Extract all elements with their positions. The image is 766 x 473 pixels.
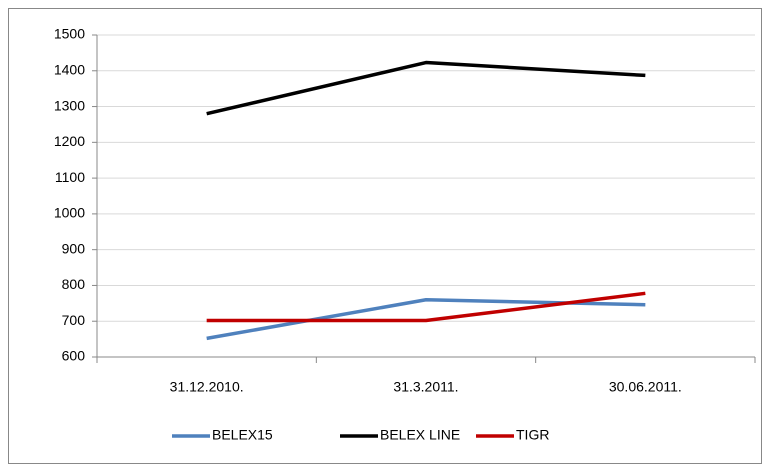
x-tick-label: 30.06.2011.: [609, 379, 682, 395]
series-line: [206, 291, 646, 323]
series-line: [206, 60, 646, 116]
chart-frame: [8, 8, 762, 464]
y-tick-label: 1400: [54, 61, 85, 77]
legend-label: TIGR: [516, 427, 549, 443]
y-tick-label: 1000: [54, 205, 85, 221]
y-tick-label: 900: [62, 240, 86, 256]
y-tick-label: 600: [62, 348, 86, 364]
x-tick-label: 31.12.2010.: [170, 379, 244, 395]
y-tick-label: 1500: [54, 26, 85, 42]
y-tick-label: 800: [62, 276, 86, 292]
y-tick-label: 1300: [54, 97, 85, 113]
y-tick-label: 1100: [55, 169, 85, 185]
legend-label: BELEX15: [212, 427, 273, 443]
y-tick-label: 1200: [54, 133, 85, 149]
y-tick-label: 700: [62, 312, 86, 328]
legend-label: BELEX LINE: [380, 427, 460, 443]
x-tick-label: 31.3.2011.: [393, 379, 458, 395]
